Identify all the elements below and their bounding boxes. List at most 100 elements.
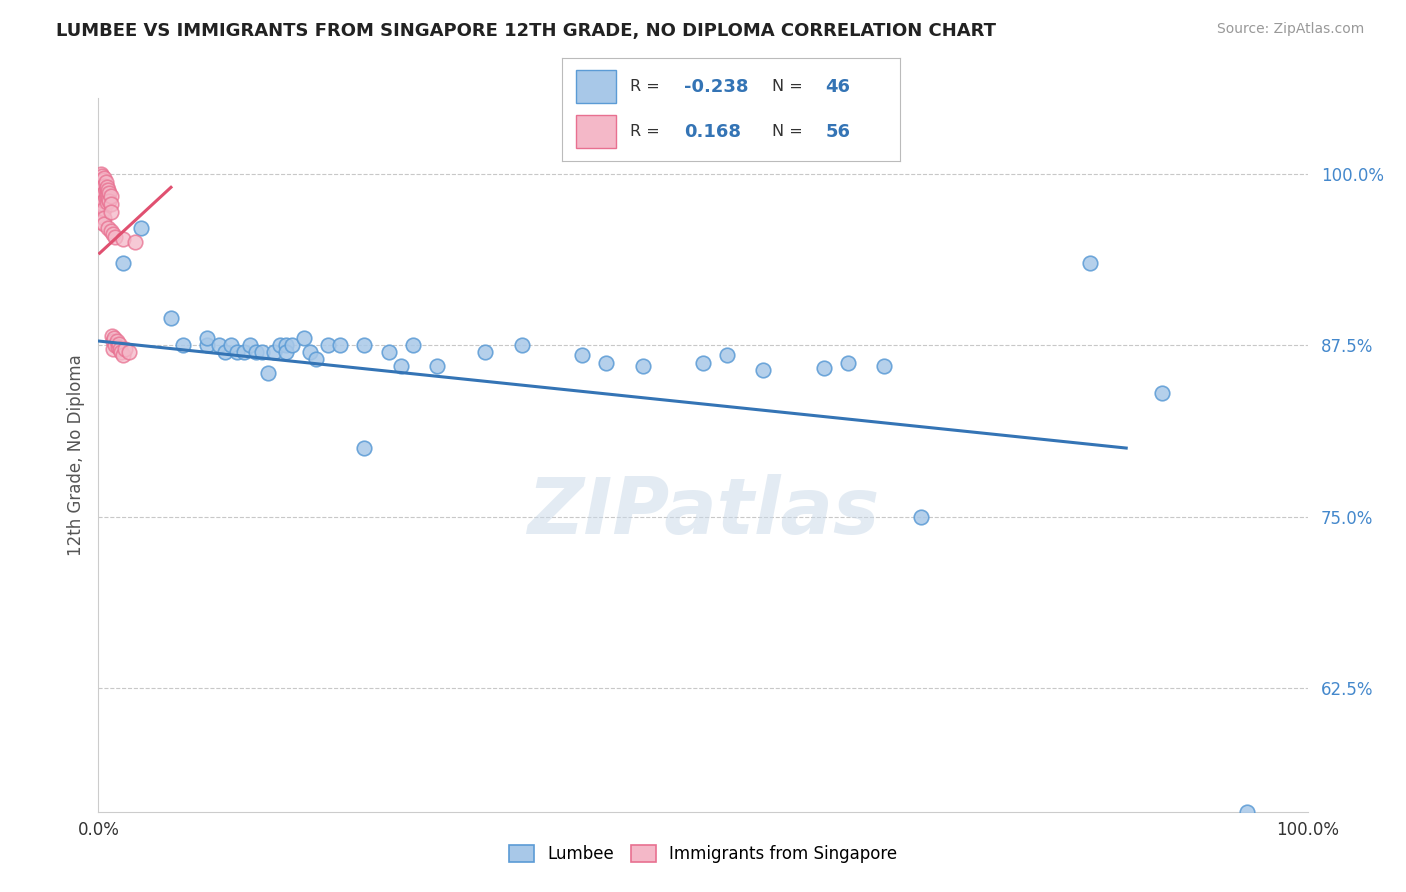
Point xyxy=(426,359,449,373)
Point xyxy=(93,186,115,200)
Point xyxy=(353,441,375,455)
Text: ZIPatlas: ZIPatlas xyxy=(527,474,879,550)
Point xyxy=(96,187,118,202)
Point xyxy=(97,221,120,235)
Point xyxy=(111,256,134,270)
Point xyxy=(93,211,115,225)
Point xyxy=(226,345,249,359)
Point xyxy=(93,170,115,185)
Point xyxy=(96,195,118,210)
Point xyxy=(1236,805,1258,819)
Point xyxy=(105,334,128,348)
Point xyxy=(100,188,122,202)
Point xyxy=(100,328,122,343)
Point xyxy=(94,175,117,189)
Point xyxy=(94,191,117,205)
Point xyxy=(108,343,131,357)
Bar xyxy=(576,115,616,148)
Point xyxy=(100,224,122,238)
Text: Source: ZipAtlas.com: Source: ZipAtlas.com xyxy=(1216,22,1364,37)
Text: R =: R = xyxy=(630,124,659,139)
Point xyxy=(474,345,496,359)
Point xyxy=(263,345,285,359)
Point xyxy=(221,338,243,352)
Point xyxy=(195,338,218,352)
Point xyxy=(118,345,141,359)
Point xyxy=(91,198,114,212)
Text: R =: R = xyxy=(630,79,659,95)
Point xyxy=(93,178,115,193)
Point xyxy=(91,178,114,192)
Point xyxy=(274,345,297,359)
Point xyxy=(195,331,218,345)
Point xyxy=(172,338,194,352)
Text: -0.238: -0.238 xyxy=(683,78,748,95)
Point xyxy=(114,343,136,357)
Point xyxy=(91,169,114,184)
Point xyxy=(353,338,375,352)
Point xyxy=(90,173,112,187)
Point xyxy=(103,331,125,345)
Point xyxy=(90,201,112,215)
Point xyxy=(93,202,115,217)
Point xyxy=(269,338,291,352)
Point xyxy=(111,348,134,362)
Point xyxy=(595,356,617,370)
Point xyxy=(100,205,122,219)
Point xyxy=(305,351,328,366)
Point xyxy=(316,338,339,352)
Point xyxy=(111,232,134,246)
Text: 46: 46 xyxy=(825,78,851,95)
Point xyxy=(510,338,533,352)
Text: N =: N = xyxy=(772,79,803,95)
Point xyxy=(377,345,399,359)
Point xyxy=(250,345,273,359)
Text: N =: N = xyxy=(772,124,803,139)
Bar xyxy=(576,70,616,103)
Point xyxy=(90,187,112,202)
Point xyxy=(692,356,714,370)
Point xyxy=(631,359,654,373)
Point xyxy=(389,359,412,373)
Point xyxy=(281,338,304,352)
Point xyxy=(214,345,236,359)
Point xyxy=(90,167,112,181)
Point xyxy=(837,356,859,370)
Point xyxy=(104,229,127,244)
Point xyxy=(100,196,122,211)
Point xyxy=(98,194,121,208)
Point xyxy=(101,334,124,348)
Point xyxy=(208,338,231,352)
Text: 56: 56 xyxy=(825,123,851,141)
Point xyxy=(96,180,118,194)
Point xyxy=(93,218,115,232)
Point xyxy=(813,361,835,376)
Point xyxy=(239,338,262,352)
Point xyxy=(329,338,352,352)
Point xyxy=(716,348,738,362)
Point xyxy=(98,186,121,200)
Point xyxy=(90,208,112,222)
Point xyxy=(129,221,152,235)
Point xyxy=(1078,256,1101,270)
Point xyxy=(97,183,120,197)
Point xyxy=(97,191,120,205)
Point xyxy=(90,194,112,208)
Point xyxy=(91,185,114,199)
Point xyxy=(108,336,131,351)
Point xyxy=(910,509,932,524)
Point xyxy=(104,338,127,352)
Point xyxy=(107,339,129,353)
Point xyxy=(245,345,267,359)
Point xyxy=(101,227,124,241)
Point xyxy=(90,180,112,194)
Point xyxy=(91,191,114,205)
Text: 0.168: 0.168 xyxy=(683,123,741,141)
Point xyxy=(160,310,183,325)
Point xyxy=(91,183,114,197)
Point xyxy=(232,345,254,359)
Text: LUMBEE VS IMMIGRANTS FROM SINGAPORE 12TH GRADE, NO DIPLOMA CORRELATION CHART: LUMBEE VS IMMIGRANTS FROM SINGAPORE 12TH… xyxy=(56,22,997,40)
Point xyxy=(90,214,112,228)
Point xyxy=(298,345,321,359)
Point xyxy=(101,343,124,357)
